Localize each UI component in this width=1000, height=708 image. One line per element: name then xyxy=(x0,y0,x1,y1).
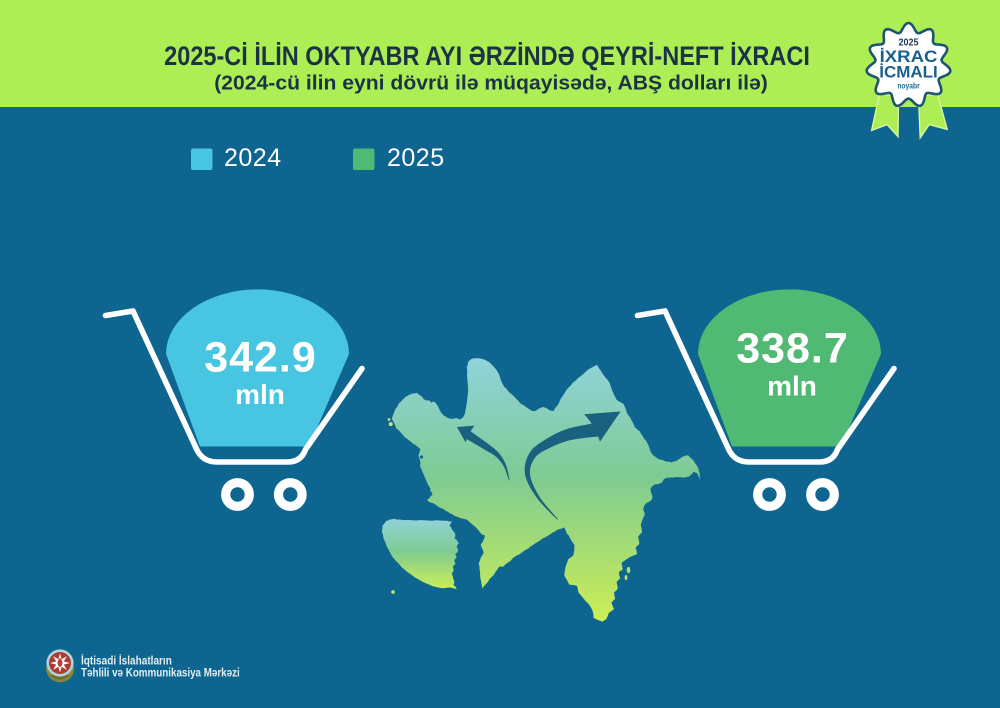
svg-text:2025-Cİ İLİN OKTYABR AYI ƏRZİN: 2025-Cİ İLİN OKTYABR AYI ƏRZİNDƏ QEYRİ-N… xyxy=(164,41,810,71)
svg-text:İXRAC: İXRAC xyxy=(880,47,938,66)
svg-text:338.7: 338.7 xyxy=(736,324,849,372)
svg-text:Təhlili və Kommunikasiya Mərkə: Təhlili və Kommunikasiya Mərkəzi xyxy=(81,667,240,680)
svg-text:2025: 2025 xyxy=(899,37,919,49)
svg-text:2025: 2025 xyxy=(387,144,445,172)
svg-text:İCMALI: İCMALI xyxy=(879,63,937,82)
svg-text:2024: 2024 xyxy=(224,144,282,172)
svg-text:342.9: 342.9 xyxy=(204,334,317,382)
svg-text:noyabr: noyabr xyxy=(897,81,919,91)
svg-text:mln: mln xyxy=(235,379,285,410)
svg-text:mln: mln xyxy=(767,371,817,402)
svg-text:İqtisadi İslahatların: İqtisadi İslahatların xyxy=(81,654,172,668)
svg-text:(2024-cü ilin eyni dövrü ilə m: (2024-cü ilin eyni dövrü ilə müqayisədə,… xyxy=(214,72,768,95)
